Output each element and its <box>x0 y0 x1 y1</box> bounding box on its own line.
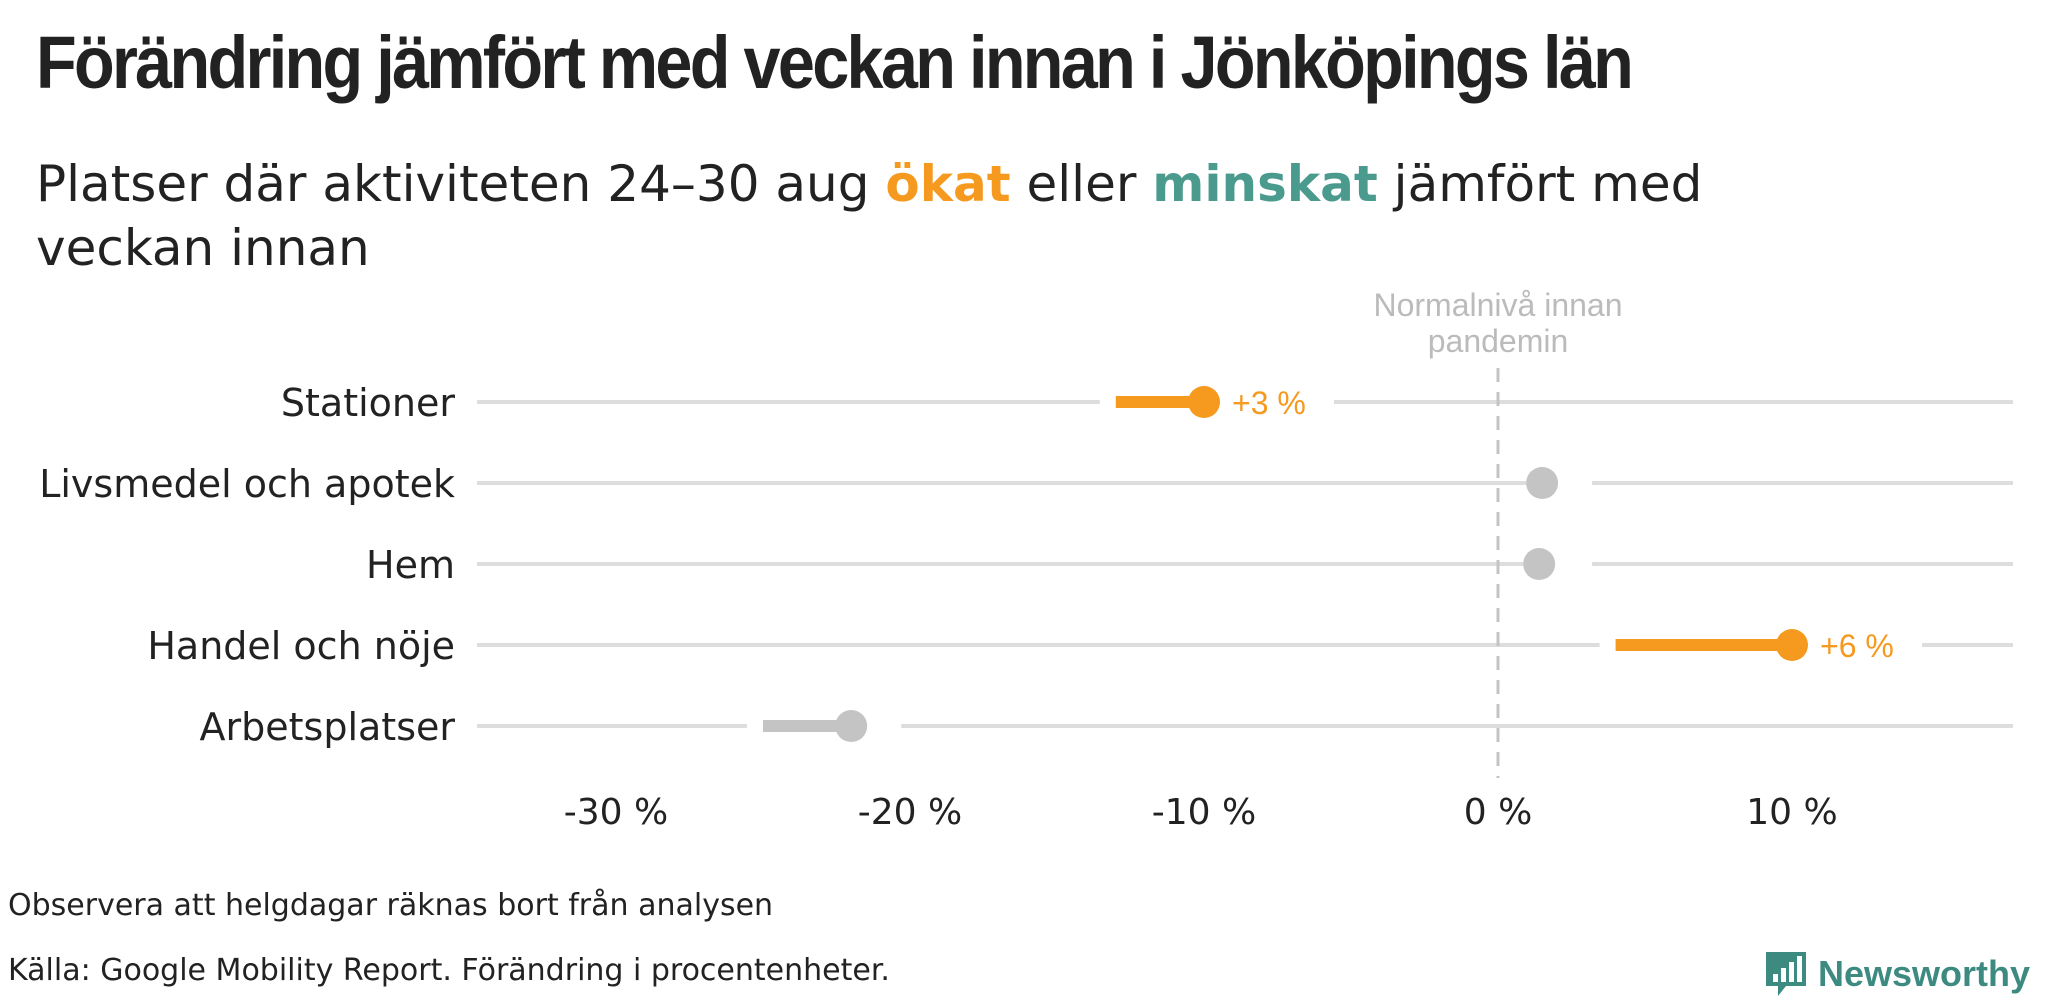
x-tick-label: -30 % <box>564 792 668 833</box>
category-label: Stationer <box>281 381 455 425</box>
category-label: Livsmedel och apotek <box>39 462 455 506</box>
footnote: Observera att helgdagar räknas bort från… <box>8 888 774 923</box>
subtitle-increase-word: ökat <box>885 155 1011 213</box>
chart-title: Förändring jämfört med veckan innan i Jö… <box>36 21 1634 104</box>
category-label: Hem <box>366 543 455 587</box>
current-week-dot <box>1776 629 1808 661</box>
newsworthy-brand-name: Newsworthy <box>1817 953 2030 994</box>
reference-line-label-line2: pandemin <box>1428 323 1569 359</box>
current-week-dot <box>835 710 868 742</box>
change-label: +3 % <box>1232 385 1306 421</box>
x-tick-label: 10 % <box>1746 792 1837 833</box>
logo-bar-2 <box>1780 968 1786 982</box>
logo-bar-1 <box>1772 974 1778 982</box>
category-label: Handel och nöje <box>147 624 455 668</box>
source-note: Källa: Google Mobility Report. Förändrin… <box>8 953 890 988</box>
logo-bar-3 <box>1788 962 1794 982</box>
current-week-dot <box>1526 467 1559 499</box>
subtitle-text-end: jämfört med veckan innan <box>36 155 1703 277</box>
current-week-dot <box>1523 548 1556 580</box>
newsworthy-logo[interactable]: Newsworthy <box>1764 950 2030 998</box>
subtitle-text-start: Platser där aktiviteten 24–30 aug <box>36 155 886 213</box>
reference-line-label-line1: Normalnivå innan <box>1373 287 1622 323</box>
x-tick-label: 0 % <box>1464 792 1533 833</box>
change-label: +6 % <box>1820 628 1894 664</box>
subtitle-decrease-word: minskat <box>1152 155 1378 213</box>
current-week-dot <box>1188 386 1220 418</box>
logo-bar-4 <box>1796 956 1802 982</box>
x-tick-label: -10 % <box>1152 792 1256 833</box>
subtitle-text-middle: eller <box>1010 155 1153 213</box>
newsworthy-logo-icon <box>1765 952 1806 996</box>
chart-subtitle: Platser där aktiviteten 24–30 aug ökat e… <box>36 152 1756 280</box>
x-tick-label: -20 % <box>858 792 962 833</box>
category-label: Arbetsplatser <box>200 705 456 749</box>
